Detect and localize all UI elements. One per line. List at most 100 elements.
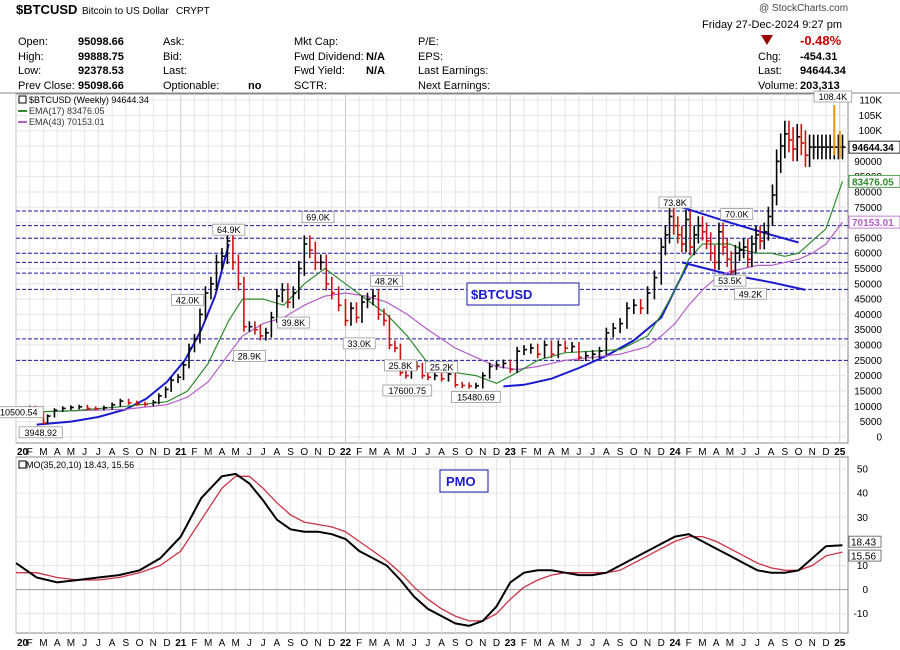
price-bar [705, 222, 710, 250]
price-bar [564, 340, 569, 353]
annotation-box [18, 426, 63, 439]
pmo-x-tick: N [479, 638, 486, 649]
ema43-line [15, 221, 843, 413]
price-bar [350, 302, 354, 326]
tag-frame [848, 174, 900, 188]
price-bar [543, 340, 548, 359]
annotation-box [301, 211, 335, 224]
ema17-line [15, 181, 844, 413]
price-bar [697, 216, 702, 244]
price-bar [734, 244, 739, 279]
price-bar [701, 216, 706, 241]
price-x-tick: M [396, 447, 404, 458]
price-bar [584, 351, 589, 362]
quote-value: 95098.66 [78, 36, 124, 48]
price-x-tick: M [39, 447, 47, 458]
price-x-tick: N [150, 447, 157, 458]
price-annotation: 64.9K [212, 223, 246, 236]
price-bar [152, 399, 157, 407]
price-bar [319, 254, 324, 270]
price-x-tick: O [630, 447, 638, 458]
price-bar [646, 286, 651, 315]
parabolic-curve-2020 [36, 243, 230, 426]
price-bar [693, 225, 698, 256]
pmo-x-tick: S [122, 638, 129, 649]
pmo-x-tick: F [356, 638, 362, 649]
price-annotation: 15480.69 [451, 391, 501, 403]
price-annotation: 17600.75 [382, 384, 433, 397]
price-annotation: 69.0K [301, 211, 335, 224]
price-bar [639, 299, 644, 315]
price-x-tick: O [465, 447, 473, 458]
pmo-y-tick: 30 [857, 513, 869, 524]
price-bar [523, 345, 527, 356]
price-x-tick: F [356, 447, 362, 458]
price-title-box: $BTCUSD [466, 282, 580, 306]
price-x-tick: J [82, 447, 87, 458]
price-x-tick: J [755, 447, 760, 458]
annotation-label: 64.9K [217, 225, 241, 235]
price-bar [800, 123, 805, 156]
price-annotation: 25.2K [425, 361, 459, 374]
price-bar [199, 308, 203, 344]
price-bar [808, 134, 813, 168]
price-y-tick: 25000 [854, 356, 882, 367]
price-annotation: 108.4K [813, 90, 853, 103]
price-bar [792, 127, 797, 162]
price-x-tick: M [369, 447, 377, 458]
price-bar [111, 402, 116, 410]
pmo-y-tick: -10 [854, 609, 869, 620]
pmo-x-tick: 21 [175, 638, 187, 649]
pmo-x-tick: M [726, 638, 734, 649]
pmo-x-tick: M [204, 638, 212, 649]
quote-label: Next Earnings: [418, 79, 491, 92]
quote-value: N/A [366, 65, 385, 77]
price-bar [361, 295, 365, 323]
pmo-x-tick: A [274, 638, 281, 649]
price-bar [771, 184, 776, 226]
price-x-tick: 25 [834, 447, 846, 458]
pmo-tag-label: 18.43 [851, 538, 876, 549]
price-bar [591, 349, 596, 360]
price-x-tick: M [204, 447, 212, 458]
price-bar [136, 400, 140, 406]
price-bar [660, 238, 665, 285]
pmo-x-tick: O [465, 638, 473, 649]
price-x-tick: A [274, 447, 281, 458]
annotation-label: 42.0K [176, 295, 200, 305]
price-bar [204, 286, 209, 320]
price-y-tick: 5000 [860, 417, 883, 428]
pmo-x-tick: 22 [340, 638, 352, 649]
stockcharts-watermark: @ StockCharts.com [759, 3, 849, 14]
price-bar [440, 372, 445, 382]
pmo-x-tick: D [493, 638, 500, 649]
price-x-tick: F [191, 447, 197, 458]
price-annotation: 73.8K [658, 196, 692, 209]
price-bar [653, 270, 658, 300]
price-x-tick: O [300, 447, 308, 458]
annotation-box [232, 350, 266, 362]
pmo-x-tick: F [191, 638, 197, 649]
price-y-tick: 80000 [854, 187, 882, 198]
price-bar [709, 232, 714, 262]
price-y-tick: 60000 [854, 249, 882, 260]
price-bar [188, 343, 192, 369]
right-value-tag: 70153.01 [848, 215, 900, 229]
price-bar [841, 134, 846, 160]
tag-label: 70153.01 [852, 218, 894, 229]
price-x-tick: J [96, 447, 101, 458]
price-bar [377, 289, 382, 320]
price-bar [598, 346, 603, 359]
price-annotation: 53.5K [713, 274, 747, 287]
price-bar [366, 292, 371, 309]
annotation-box [382, 384, 433, 397]
legend-entry: $BTCUSD (Weekly) 94644.34 [29, 95, 149, 105]
pmo-x-tick: S [617, 638, 624, 649]
price-bar [265, 327, 269, 341]
price-annotation: 10500.54 [0, 406, 44, 419]
right-value-tag: 83476.05 [848, 174, 900, 188]
quote-value: -454.31 [800, 50, 838, 63]
price-y-tick: 90000 [854, 157, 882, 168]
annotation-label: 25.2K [430, 363, 454, 373]
title-box-label: $BTCUSD [471, 287, 532, 302]
